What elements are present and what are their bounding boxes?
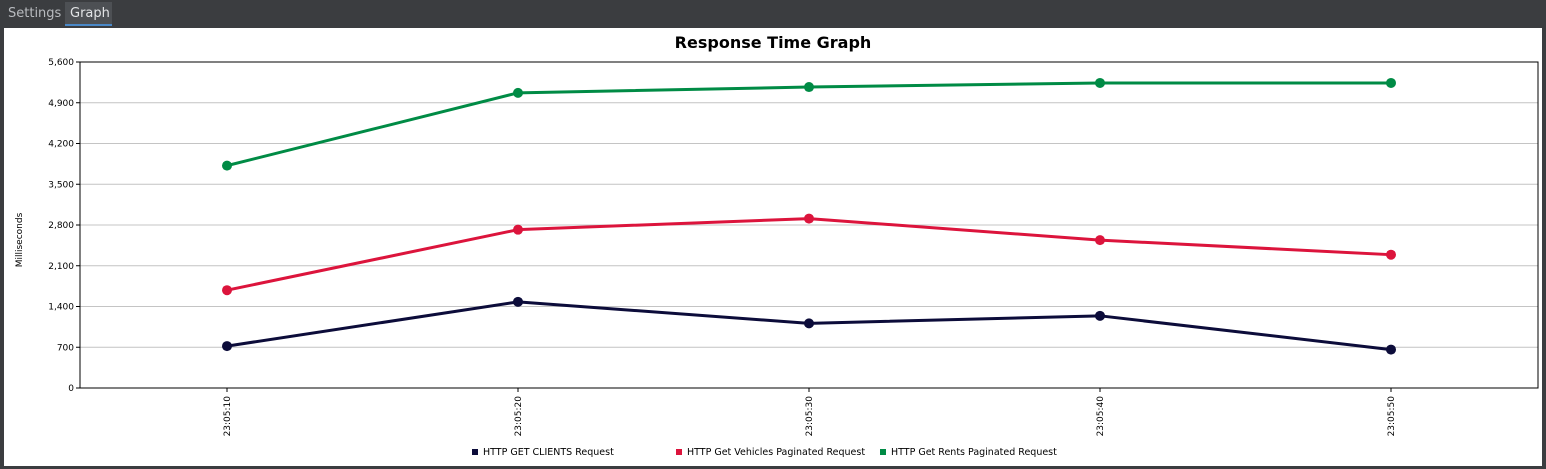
y-tick-label: 700 [57, 343, 74, 353]
data-point [513, 296, 523, 307]
data-point [1095, 310, 1105, 321]
x-tick-label: 23:05:50 [1387, 396, 1397, 437]
data-point [1386, 77, 1396, 88]
data-point [1095, 235, 1105, 246]
data-point [222, 160, 232, 171]
y-tick-label: 4,900 [48, 99, 74, 109]
series-2 [222, 213, 1396, 296]
legend-item: HTTP GET CLIENTS Request [472, 447, 614, 458]
data-point [513, 224, 523, 235]
tab-graph[interactable]: Graph [65, 2, 112, 26]
x-tick-label: 23:05:40 [1096, 396, 1106, 437]
data-point [222, 341, 232, 352]
legend-label: HTTP Get Rents Paginated Request [891, 447, 1057, 458]
tab-bar: Settings Graph [0, 0, 1546, 28]
data-point [1386, 344, 1396, 355]
y-tick-label: 1,400 [48, 303, 74, 313]
legend-label: HTTP Get Vehicles Paginated Request [687, 447, 865, 458]
legend-item: HTTP Get Rents Paginated Request [880, 447, 1057, 458]
y-tick-label: 4,200 [48, 140, 74, 150]
chart-title: Response Time Graph [675, 33, 872, 52]
y-tick-label: 3,500 [48, 180, 74, 190]
legend-swatch [676, 449, 682, 455]
legend-label: HTTP GET CLIENTS Request [483, 447, 614, 458]
data-point [804, 82, 814, 93]
y-tick-label: 5,600 [48, 58, 74, 68]
data-point [222, 285, 232, 296]
data-point [804, 318, 814, 329]
y-tick-label: 2,100 [48, 262, 74, 272]
data-point [1386, 249, 1396, 260]
legend-item: HTTP Get Vehicles Paginated Request [676, 447, 865, 458]
legend-swatch [472, 449, 478, 455]
x-tick-label: 23:05:20 [514, 396, 524, 437]
x-tick-label: 23:05:30 [805, 396, 815, 437]
legend-swatch [880, 449, 886, 455]
series-line [226, 217, 1392, 292]
panel-border [0, 28, 4, 469]
graph-panel [4, 28, 1542, 466]
series-3 [222, 77, 1396, 171]
y-tick-label: 2,800 [48, 221, 74, 231]
tab-settings[interactable]: Settings [8, 6, 62, 21]
series-line [226, 81, 1391, 168]
series-1 [222, 296, 1396, 355]
y-axis-label: Milliseconds [15, 212, 25, 267]
data-point [1095, 77, 1105, 88]
y-tick-label: 0 [68, 384, 74, 394]
data-point [804, 213, 814, 224]
data-point [513, 87, 523, 98]
x-tick-label: 23:05:10 [223, 396, 233, 437]
